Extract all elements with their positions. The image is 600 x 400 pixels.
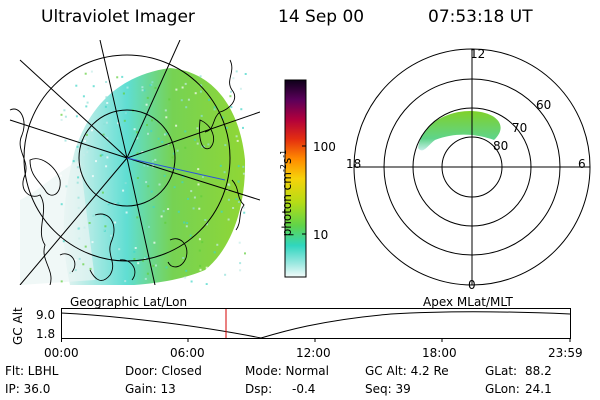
mlt-label-18: 18 (346, 157, 362, 171)
glat-value: 88.2 (525, 364, 552, 378)
geographic-image (9, 40, 260, 285)
flt-status: Flt: LBHL (5, 364, 59, 378)
x-tick-2359: 23:59 (548, 346, 583, 360)
altitude-curve (60, 311, 571, 339)
meridian-lines (9, 40, 260, 285)
mlt-label-6: 6 (578, 157, 586, 171)
y-tick-1-8: 1.8 (36, 327, 56, 341)
instrument-title: Ultraviolet Imager (41, 7, 195, 27)
header-time: 07:53:18 UT (428, 7, 533, 27)
x-tick-0000: 00:00 (44, 346, 79, 360)
mlt-label-0: 0 (468, 278, 476, 292)
x-tick-0600: 06:00 (170, 346, 205, 360)
mlat-label-70: 70 (512, 121, 528, 135)
geographic-label: Geographic Lat/Lon (70, 295, 188, 309)
mode-status: Mode: Normal (245, 364, 329, 378)
noon-meridian (126, 157, 226, 181)
mlat-label-80: 80 (493, 139, 509, 153)
x-tick-1800: 18:00 (422, 346, 457, 360)
colorbar-tick-100: 100 (313, 140, 336, 154)
ip-status: IP: 36.0 (5, 382, 51, 396)
door-status: Door: Closed (125, 364, 202, 378)
glon-label: GLon: (485, 382, 520, 396)
polar-mlt-plot (353, 48, 591, 286)
mlat-label-60: 60 (536, 98, 552, 112)
glon-value: 24.1 (525, 382, 552, 396)
emission-speckle (60, 70, 247, 285)
orbit-altitude-chart (60, 308, 571, 342)
header-date: 14 Sep 00 (278, 7, 365, 27)
gain-status: Gain: 13 (125, 382, 176, 396)
glat-label: GLat: (485, 364, 518, 378)
x-tick-1200: 12:00 (296, 346, 331, 360)
coastlines (9, 59, 245, 285)
latitude-circle (78, 109, 176, 207)
dsp-label: Dsp: (245, 382, 273, 396)
colorbar-tick-10: 10 (313, 228, 329, 242)
seq-status: Seq: 39 (365, 382, 411, 396)
dsp-value: -0.4 (292, 382, 316, 396)
y-tick-9: 9.0 (36, 308, 56, 322)
intensity-colorbar (284, 79, 307, 278)
apex-label: Apex MLat/MLT (423, 295, 513, 309)
auroral-oval (418, 111, 501, 151)
gc-alt-status: GC Alt: 4.2 Re (365, 364, 449, 378)
gc-alt-axis-label: GC Alt (11, 307, 25, 345)
mlt-label-12: 12 (470, 47, 486, 61)
colorbar-unit-label: photon cm-2s-1 (279, 149, 294, 237)
